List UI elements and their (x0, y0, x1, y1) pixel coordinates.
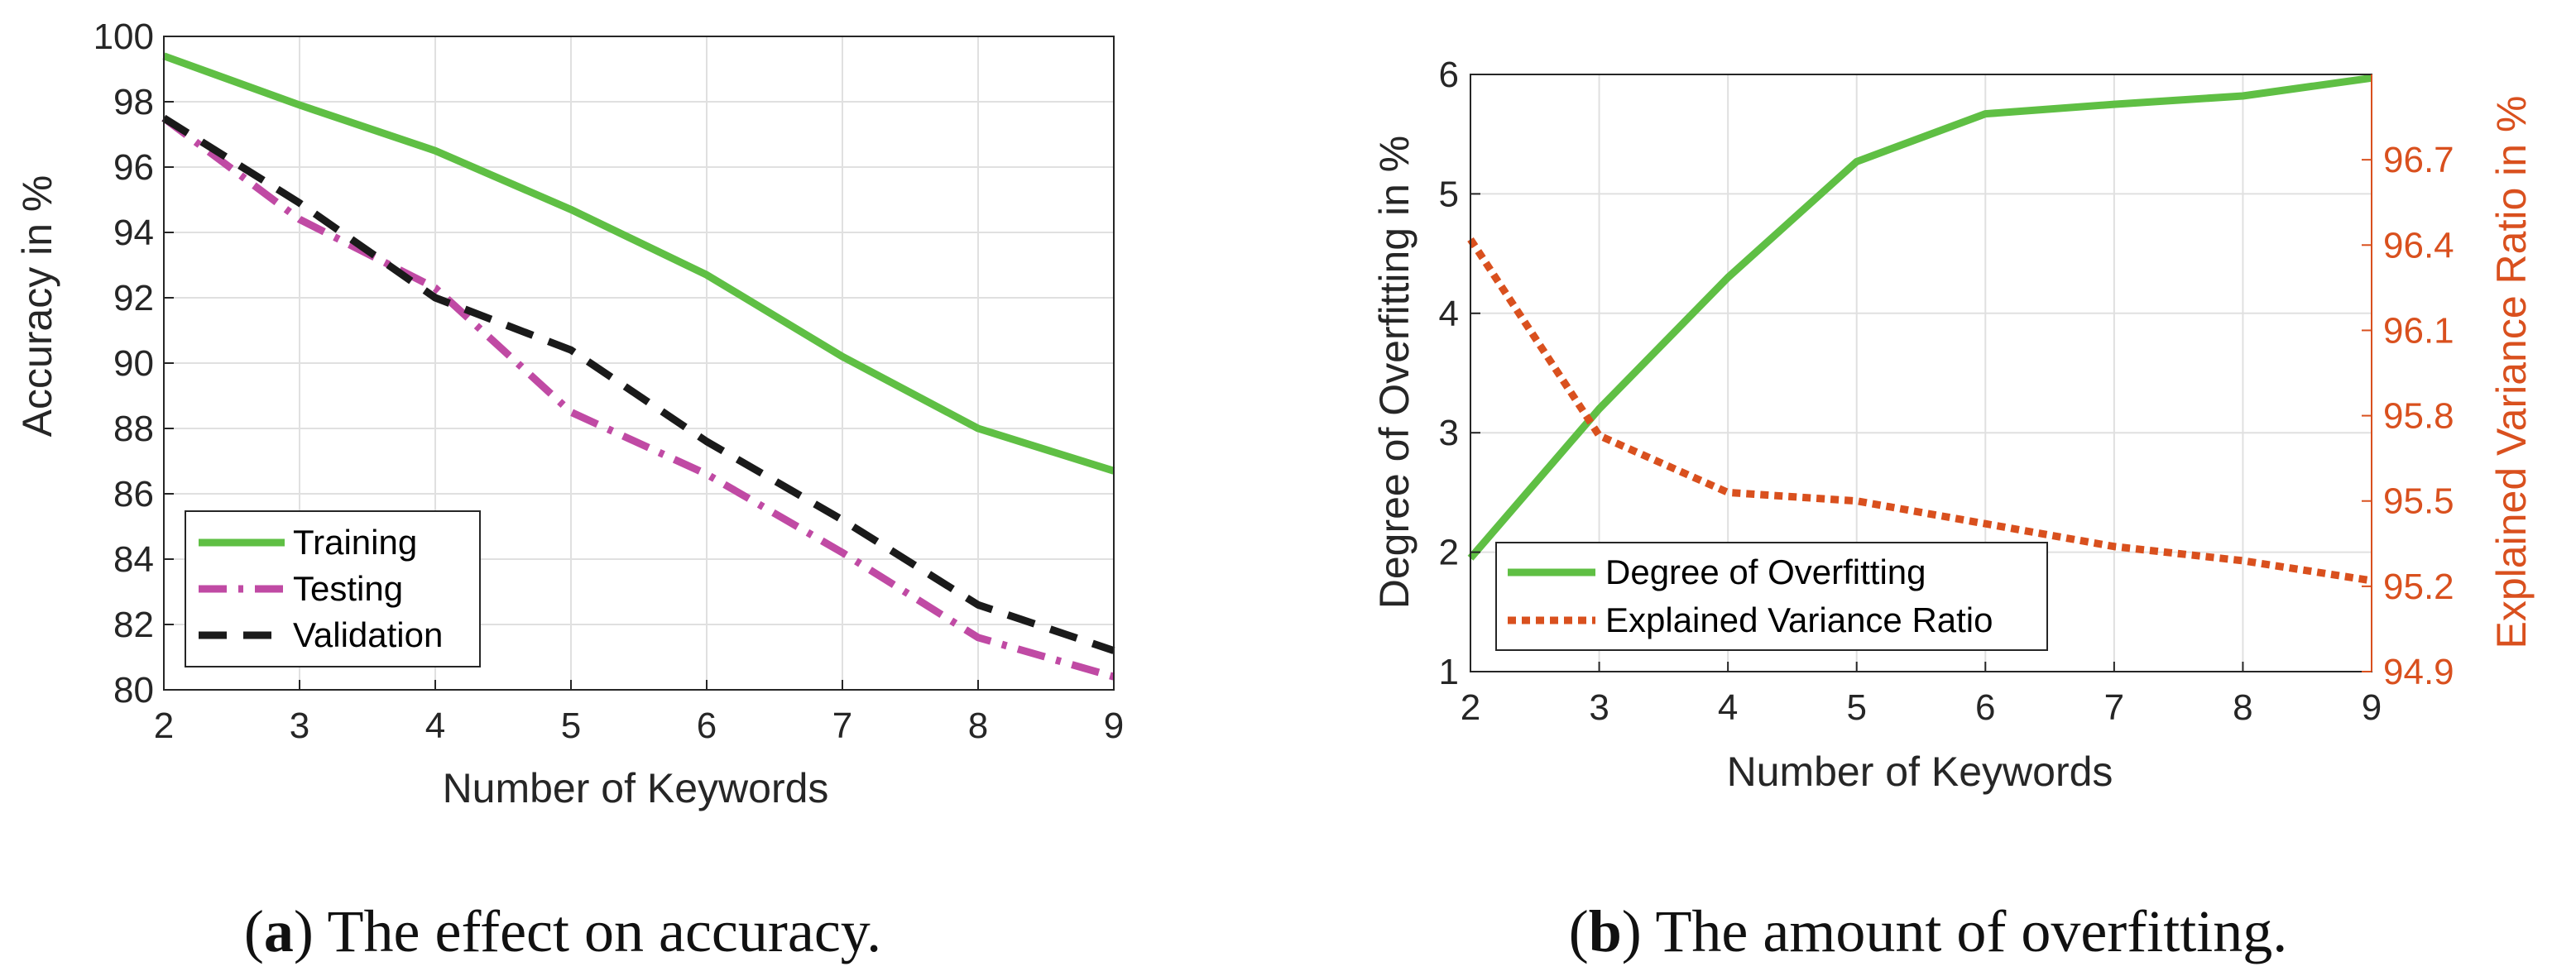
legend-label-overfitting: Degree of Overfitting (1605, 553, 1926, 591)
y-tick-label-left: 1 (1439, 652, 1459, 692)
series-variance-line (1467, 237, 2372, 585)
x-tick-label: 9 (2362, 687, 2382, 728)
accuracy-y-axis-label: Accuracy in % (14, 175, 60, 438)
legend-label-testing: Testing (293, 569, 403, 608)
y-tick-label: 80 (113, 670, 154, 710)
series-training-line (162, 52, 1115, 475)
y-tick-label: 86 (113, 474, 154, 514)
series-overfitting-line (1467, 74, 2372, 561)
x-tick-label: 7 (832, 706, 852, 746)
x-tick-label: 4 (1718, 687, 1738, 728)
caption-a-open-paren: ( (244, 898, 264, 964)
y-tick-label: 82 (113, 605, 154, 645)
series-validation-line (161, 114, 1115, 654)
y-tick-label-left: 4 (1439, 294, 1459, 334)
overfitting-x-ticks: 2 3 4 5 6 7 8 9 (1461, 662, 2382, 728)
y-tick-label-left: 6 (1439, 55, 1459, 95)
y-tick-label: 94 (113, 213, 154, 253)
y-tick-label-right: 94.9 (2383, 652, 2454, 692)
x-tick-label: 6 (697, 706, 717, 746)
accuracy-y-ticks: 80 82 84 86 88 90 92 94 96 98 100 (94, 17, 174, 710)
caption-a-text: The effect on accuracy. (328, 898, 882, 964)
x-tick-label: 3 (290, 706, 309, 746)
overfitting-y-axis-label-right: Explained Variance Ratio in % (2488, 96, 2535, 649)
accuracy-legend: Training Testing Validation (185, 510, 481, 667)
overfitting-y-ticks-right: 94.9 95.2 95.5 95.8 96.1 96.4 96.7 (2362, 74, 2454, 692)
y-tick-label-right: 95.2 (2383, 567, 2454, 607)
caption-a-close-paren: ) (294, 898, 328, 964)
y-tick-label: 90 (113, 343, 154, 384)
overfitting-series (1467, 74, 2372, 585)
x-tick-label: 6 (1975, 687, 1995, 728)
caption-a: (a) The effect on accuracy. (244, 898, 881, 964)
overfitting-y-axis-label-left: Degree of Overfitting in % (1371, 136, 1418, 610)
caption-b-label: b (1589, 898, 1622, 964)
y-tick-label: 92 (113, 278, 154, 318)
accuracy-legend-box (185, 510, 481, 667)
y-tick-label: 88 (113, 409, 154, 449)
y-tick-label-right: 96.4 (2383, 225, 2454, 266)
y-tick-label-left: 2 (1439, 533, 1459, 573)
y-tick-label: 100 (94, 17, 154, 57)
y-tick-label-right: 96.7 (2383, 140, 2454, 180)
accuracy-x-axis-label: Number of Keywords (443, 765, 829, 811)
caption-b-open-paren: ( (1569, 898, 1589, 964)
legend-label-variance: Explained Variance Ratio (1605, 600, 1993, 639)
caption-b-text: The amount of overfitting. (1655, 898, 2287, 964)
series-testing-line (161, 115, 1115, 681)
x-tick-label: 2 (154, 706, 174, 746)
y-tick-label: 96 (113, 147, 154, 188)
caption-b-close-paren: ) (1622, 898, 1656, 964)
overfitting-y-ticks-left: 1 2 3 4 5 6 (1439, 55, 1480, 692)
legend-label-validation: Validation (293, 615, 443, 654)
accuracy-x-ticks: 2 3 4 5 6 7 8 9 (154, 680, 1124, 746)
y-tick-label-right: 95.5 (2383, 481, 2454, 522)
accuracy-chart: 2 3 4 5 6 7 8 9 80 82 84 86 88 90 92 94 96 98 100 Number … (14, 17, 1124, 964)
legend-label-training: Training (293, 523, 417, 562)
y-tick-label-left: 5 (1439, 174, 1459, 214)
x-tick-label: 3 (1589, 687, 1609, 728)
y-tick-label-left: 3 (1439, 413, 1459, 453)
x-tick-label: 8 (2233, 687, 2252, 728)
y-tick-label-right: 95.8 (2383, 396, 2454, 437)
caption-a-label: a (264, 898, 294, 964)
y-tick-label: 98 (113, 82, 154, 122)
x-tick-label: 5 (561, 706, 581, 746)
x-tick-label: 9 (1104, 706, 1124, 746)
overfitting-x-axis-label: Number of Keywords (1727, 749, 2113, 795)
x-tick-label: 8 (968, 706, 988, 746)
overfitting-legend-box (1495, 542, 2048, 651)
y-tick-label: 84 (113, 539, 154, 580)
caption-b: (b) The amount of overfitting. (1569, 898, 2288, 964)
x-tick-label: 2 (1461, 687, 1480, 728)
x-tick-label: 7 (2104, 687, 2124, 728)
x-tick-label: 5 (1846, 687, 1866, 728)
accuracy-series (161, 52, 1115, 681)
x-tick-label: 4 (425, 706, 445, 746)
y-tick-label-right: 96.1 (2383, 310, 2454, 351)
overfitting-legend: Degree of Overfitting Explained Variance… (1495, 542, 2048, 651)
